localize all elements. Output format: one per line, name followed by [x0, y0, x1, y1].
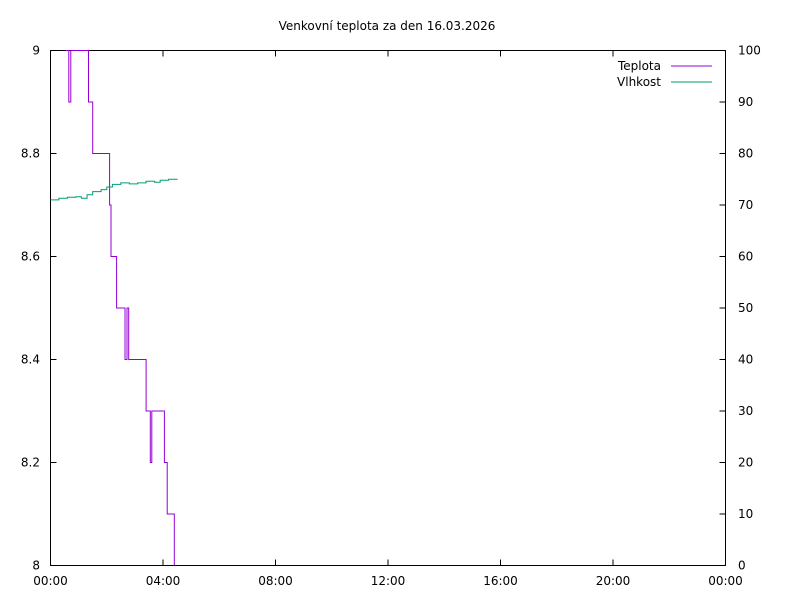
- y-right-tick-label: 100: [738, 44, 761, 58]
- x-tick-label: 00:00: [33, 574, 68, 588]
- y-right-tick-label: 10: [738, 507, 753, 521]
- x-tick-label: 00:00: [708, 574, 743, 588]
- x-tick-label: 12:00: [371, 574, 406, 588]
- y-right-tick-label: 20: [738, 456, 753, 470]
- y-right-tick-label: 70: [738, 198, 753, 212]
- y-right-tick-label: 60: [738, 250, 753, 264]
- x-tick-label: 20:00: [596, 574, 631, 588]
- y-right-tick-label: 80: [738, 147, 753, 161]
- y-left-tick-label: 8: [32, 559, 40, 573]
- y-right-tick-label: 40: [738, 353, 753, 367]
- series-line-teplota: [66, 50, 175, 566]
- y-right-tick-label: 0: [738, 559, 746, 573]
- y-left-tick-label: 9: [32, 44, 40, 58]
- legend-label: Teplota: [617, 59, 661, 73]
- y-right-tick-label: 30: [738, 404, 753, 418]
- x-tick-label: 08:00: [258, 574, 293, 588]
- y-left-tick-label: 8.6: [21, 250, 40, 264]
- series-line-vlhkost: [50, 178, 178, 201]
- legend-label: Vlhkost: [617, 75, 661, 89]
- y-left-tick-label: 8.8: [21, 147, 40, 161]
- y-right-tick-label: 90: [738, 95, 753, 109]
- x-tick-label: 04:00: [146, 574, 181, 588]
- y-left-tick-label: 8.2: [21, 456, 40, 470]
- plot-frame: [50, 50, 726, 566]
- x-tick-label: 16:00: [483, 574, 518, 588]
- chart-title: Venkovní teplota za den 16.03.2026: [279, 19, 496, 33]
- y-left-tick-label: 8.4: [21, 353, 40, 367]
- y-right-tick-label: 50: [738, 301, 753, 315]
